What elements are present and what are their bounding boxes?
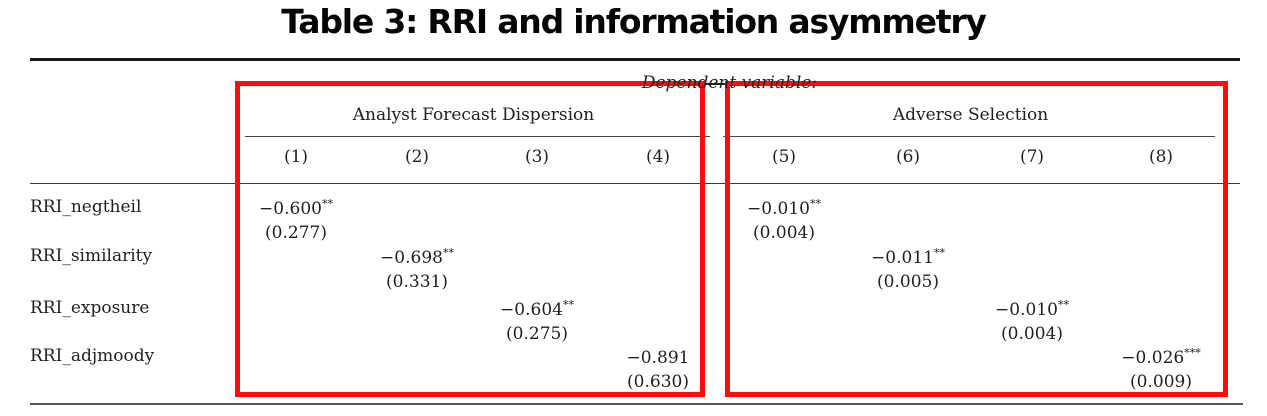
cell-adjmoody-col4: −0.891 (0.630): [627, 346, 690, 394]
column-header-3: (3): [524, 147, 550, 167]
cell-negtheil-col1: −0.600** (0.277): [259, 197, 333, 245]
cell-adjmoody-col8: −0.026*** (0.009): [1121, 346, 1200, 394]
standard-error: (0.275): [506, 324, 568, 344]
group-right-underline: [723, 136, 1215, 137]
significance-stars: **: [933, 246, 945, 260]
significance-stars: **: [809, 197, 821, 211]
column-header-1: (1): [283, 147, 309, 167]
significance-stars: **: [1057, 298, 1069, 312]
estimate-value: −0.600**: [259, 197, 333, 219]
standard-error: (0.004): [1001, 324, 1063, 344]
group-left-underline: [245, 136, 710, 137]
standard-error: (0.009): [1130, 372, 1192, 392]
row-label-rri-similarity: RRI_similarity: [30, 246, 153, 266]
significance-stars: ***: [1184, 346, 1201, 360]
column-header-4: (4): [645, 147, 671, 167]
cell-similarity-col6: −0.011** (0.005): [871, 246, 945, 294]
cell-exposure-col7: −0.010** (0.004): [995, 298, 1069, 346]
cell-exposure-col3: −0.604** (0.275): [500, 298, 574, 346]
significance-stars: **: [321, 197, 333, 211]
header-bottom-rule: [30, 183, 1240, 184]
column-group-adverse-selection: Adverse Selection: [892, 105, 1049, 125]
estimate-value: −0.891: [626, 348, 690, 368]
significance-stars: **: [442, 246, 454, 260]
standard-error: (0.277): [265, 223, 327, 243]
estimate-value: −0.010**: [747, 197, 821, 219]
estimate-value: −0.010**: [995, 298, 1069, 320]
row-label-rri-adjmoody: RRI_adjmoody: [30, 346, 155, 366]
significance-stars: **: [562, 298, 574, 312]
column-header-2: (2): [404, 147, 430, 167]
table-bottom-rule: [30, 403, 1243, 405]
estimate-value: −0.698**: [380, 246, 454, 268]
dependent-variable-label: Dependent variable:: [641, 73, 818, 93]
row-label-rri-exposure: RRI_exposure: [30, 298, 150, 318]
column-header-6: (6): [895, 147, 921, 167]
cell-negtheil-col5: −0.010** (0.004): [747, 197, 821, 245]
estimate-value: −0.604**: [500, 298, 574, 320]
standard-error: (0.004): [753, 223, 815, 243]
standard-error: (0.630): [627, 372, 689, 392]
column-header-7: (7): [1019, 147, 1045, 167]
column-header-5: (5): [771, 147, 797, 167]
table-title: Table 3: RRI and information asymmetry: [281, 2, 987, 41]
standard-error: (0.005): [877, 272, 939, 292]
annotation-box-analyst-forecast-dispersion: [235, 81, 705, 397]
table-top-rule: [30, 58, 1240, 61]
column-header-8: (8): [1148, 147, 1174, 167]
estimate-value: −0.026***: [1121, 346, 1201, 368]
standard-error: (0.331): [386, 272, 448, 292]
row-label-rri-negtheil: RRI_negtheil: [30, 197, 142, 217]
cell-similarity-col2: −0.698** (0.331): [380, 246, 454, 294]
column-group-analyst-forecast-dispersion: Analyst Forecast Dispersion: [352, 105, 595, 125]
annotation-box-adverse-selection: [725, 81, 1228, 397]
estimate-value: −0.011**: [871, 246, 945, 268]
